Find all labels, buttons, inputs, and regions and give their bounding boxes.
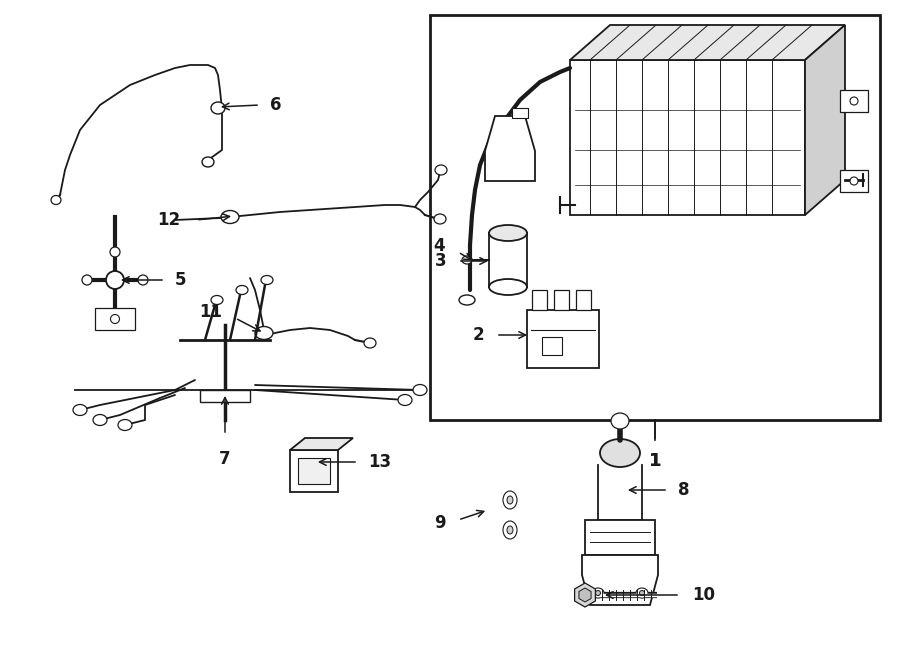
Polygon shape (485, 116, 535, 181)
Ellipse shape (236, 286, 248, 295)
Text: 11: 11 (199, 303, 222, 321)
Bar (430, 15, 880, 420)
Bar (527, 310, 599, 368)
Ellipse shape (434, 214, 446, 224)
Polygon shape (570, 60, 805, 215)
Text: 7: 7 (220, 450, 230, 468)
Ellipse shape (261, 276, 273, 284)
Ellipse shape (507, 526, 513, 534)
Polygon shape (582, 555, 658, 605)
Ellipse shape (600, 439, 640, 467)
Bar (298, 458, 330, 484)
Ellipse shape (211, 295, 223, 305)
Text: 1: 1 (649, 452, 662, 470)
Ellipse shape (110, 247, 120, 257)
Text: 8: 8 (678, 481, 689, 499)
Ellipse shape (611, 413, 629, 429)
Bar (576, 290, 591, 310)
Ellipse shape (489, 225, 527, 241)
Ellipse shape (202, 157, 214, 167)
Ellipse shape (364, 338, 376, 348)
Bar (290, 450, 338, 492)
Ellipse shape (503, 521, 517, 539)
Bar (585, 520, 655, 555)
Bar (95, 308, 135, 330)
Ellipse shape (592, 588, 604, 598)
Ellipse shape (73, 405, 87, 416)
Ellipse shape (111, 315, 120, 323)
Bar (532, 290, 547, 310)
Ellipse shape (636, 588, 648, 598)
Ellipse shape (398, 395, 412, 405)
Bar (200, 390, 250, 402)
Polygon shape (579, 588, 591, 602)
Ellipse shape (596, 590, 600, 596)
Ellipse shape (413, 385, 427, 395)
Ellipse shape (82, 275, 92, 285)
Ellipse shape (106, 271, 124, 289)
Text: 4: 4 (434, 237, 445, 255)
Polygon shape (574, 583, 596, 607)
Bar (840, 170, 868, 192)
Text: 13: 13 (368, 453, 392, 471)
Ellipse shape (850, 177, 858, 185)
Bar (542, 337, 562, 355)
Ellipse shape (459, 295, 475, 305)
Ellipse shape (435, 165, 447, 175)
Text: 10: 10 (692, 586, 715, 604)
Text: 3: 3 (435, 252, 446, 270)
Ellipse shape (503, 491, 517, 509)
Ellipse shape (850, 97, 858, 105)
Ellipse shape (462, 256, 472, 264)
Text: 6: 6 (270, 96, 282, 114)
Text: 2: 2 (472, 326, 484, 344)
Text: 9: 9 (435, 514, 446, 532)
Ellipse shape (255, 327, 273, 340)
Bar (554, 290, 569, 310)
Ellipse shape (93, 414, 107, 426)
Ellipse shape (507, 496, 513, 504)
Polygon shape (805, 25, 845, 215)
Ellipse shape (211, 102, 225, 114)
Text: 5: 5 (175, 271, 186, 289)
Ellipse shape (138, 275, 148, 285)
Bar (512, 108, 528, 118)
Text: 12: 12 (157, 211, 180, 229)
Ellipse shape (51, 196, 61, 204)
Ellipse shape (489, 279, 527, 295)
Ellipse shape (640, 590, 644, 596)
Polygon shape (290, 438, 353, 450)
Polygon shape (570, 25, 845, 60)
Text: 1: 1 (649, 452, 662, 470)
Ellipse shape (118, 420, 132, 430)
Bar (840, 90, 868, 112)
Ellipse shape (221, 210, 239, 223)
